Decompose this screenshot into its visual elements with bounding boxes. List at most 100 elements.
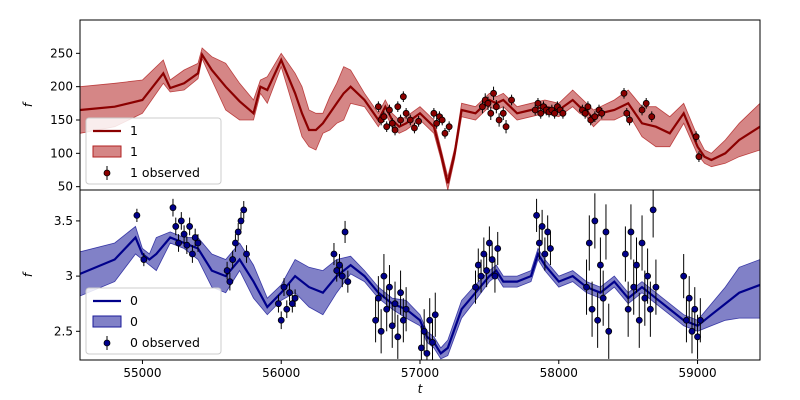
observed-point	[638, 215, 646, 271]
legend-band-swatch	[92, 145, 122, 158]
observed-point	[630, 259, 638, 315]
observed-point	[380, 111, 388, 122]
observed-point	[605, 303, 613, 359]
bottom-legend: 0 0 0 observed	[85, 287, 222, 355]
observed-point	[696, 298, 704, 343]
observed-point	[175, 234, 182, 252]
bottom-y-ticks: 2.5 3 3.5	[54, 214, 80, 338]
observed-point	[383, 121, 391, 132]
observed-point	[189, 245, 196, 263]
y-tick-label: 3.5	[54, 214, 73, 228]
observed-point	[338, 265, 346, 288]
observed-point	[547, 231, 554, 266]
observed-point	[194, 234, 202, 252]
observed-point	[597, 237, 604, 293]
observed-point	[391, 124, 399, 136]
observed-point	[177, 212, 185, 230]
legend-box	[85, 287, 222, 355]
legend-label: 1	[130, 123, 138, 138]
observed-point	[391, 281, 399, 326]
legend-label: 0	[130, 293, 138, 308]
observed-point	[585, 215, 593, 271]
observed-point	[484, 96, 492, 110]
observed-point	[495, 113, 503, 127]
observed-point	[415, 116, 423, 127]
x-tick-label: 57000	[401, 366, 439, 380]
observed-point	[386, 104, 393, 116]
observed-point	[291, 289, 299, 308]
observed-point	[172, 217, 180, 236]
observed-point	[386, 265, 393, 310]
x-axis-label: t	[418, 382, 424, 396]
observed-point	[429, 320, 436, 360]
observed-point	[226, 272, 234, 291]
x-tick-label: 59000	[678, 366, 716, 380]
observed-point	[642, 98, 650, 109]
observed-point	[232, 234, 239, 252]
observed-point	[534, 98, 542, 109]
observed-point	[644, 248, 651, 304]
observed-point	[499, 106, 507, 120]
observed-point	[186, 217, 194, 236]
observed-point	[411, 122, 418, 134]
observed-point	[559, 108, 567, 119]
observed-point	[441, 128, 449, 139]
observed-point	[479, 100, 486, 114]
x-tick-label: 55000	[123, 366, 161, 380]
y-tick-label: 250	[50, 46, 73, 60]
observed-point	[438, 114, 446, 126]
observed-point	[691, 287, 699, 332]
observed-point	[477, 259, 485, 293]
observed-point	[624, 281, 632, 337]
bottom-y-axis-label: f	[21, 271, 35, 277]
y-tick-label: 200	[50, 80, 73, 94]
observed-point	[374, 276, 382, 321]
observed-point	[626, 114, 633, 126]
y-tick-label: 100	[50, 146, 73, 160]
observed-point	[621, 226, 629, 282]
observed-point	[594, 292, 602, 348]
top-legend: 1 1 1 observed	[85, 117, 222, 185]
y-tick-label: 3	[65, 269, 73, 283]
observed-point	[531, 104, 539, 116]
observed-point	[223, 261, 231, 280]
observed-point	[581, 108, 589, 119]
observed-point	[183, 236, 191, 255]
observed-point	[275, 294, 282, 313]
y-tick-label: 50	[58, 180, 73, 194]
bottom-plot-area	[80, 190, 760, 360]
observed-point	[591, 193, 599, 249]
x-tick-label: 56000	[262, 366, 300, 380]
observed-point	[538, 209, 546, 243]
legend-label: 1 observed	[130, 165, 200, 180]
observed-point	[344, 270, 352, 293]
observed-point	[480, 237, 488, 271]
observed-point	[423, 331, 431, 360]
observed-point	[649, 190, 657, 238]
observed-point	[551, 108, 559, 119]
y-tick-label: 2.5	[54, 324, 73, 338]
observed-point	[490, 86, 497, 100]
observed-point	[623, 108, 631, 119]
observed-point	[133, 208, 141, 223]
bottom-x-ticks: 55000 56000 57000 58000 59000	[123, 360, 717, 380]
legend-label: 1	[130, 144, 138, 159]
top-y-axis-label: f	[21, 101, 35, 107]
observed-point	[394, 101, 402, 112]
observed-point	[588, 281, 596, 337]
observed-point	[372, 298, 379, 343]
observed-point	[397, 114, 404, 126]
observed-point	[533, 198, 540, 232]
y-tick-label: 150	[50, 113, 73, 127]
observed-point	[243, 245, 250, 263]
observed-point	[402, 287, 410, 332]
legend-band-swatch	[92, 315, 122, 328]
legend-point-swatch	[103, 336, 111, 350]
observed-point	[402, 108, 410, 119]
observed-point	[602, 204, 610, 260]
observed-point	[406, 114, 414, 126]
observed-point	[620, 88, 628, 99]
observed-point	[169, 198, 177, 217]
observed-point	[627, 204, 635, 260]
